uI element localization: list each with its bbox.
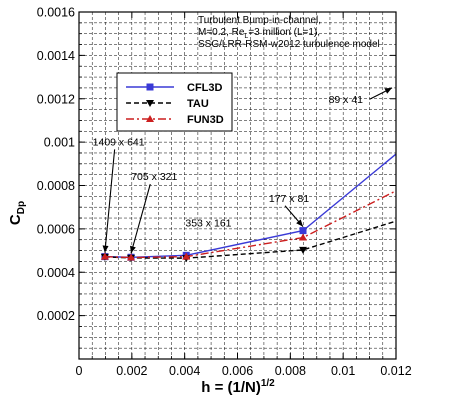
legend-box [116,72,233,132]
legend-entry-tau: TAU [126,98,209,110]
x-axis-label: h = (1/N)1/2 [201,378,275,396]
legend-label-tau: TAU [187,98,209,110]
y-tick-label: 0.0014 [37,49,75,63]
data-point-fun3d [127,253,136,261]
x-tick-label: 0.01 [331,364,355,378]
series-layer [100,153,396,263]
y-tick-label: 0.0002 [37,309,75,323]
x-tick-label: 0.002 [116,364,147,378]
y-tick-label: 0.0008 [37,179,75,193]
x-tick-label: 0.006 [222,364,253,378]
annotation-layer: 1409 x 641 705 x 321 353 x 161 177 x 81 89 x… [93,87,393,254]
y-axis-label-subscript: Dp [16,201,27,214]
annotation-arrow-head [384,87,393,94]
title-line-3: SSG/LRR-RSM-w2012 turbulence model [198,39,380,50]
legend-label-fun3d: FUN3D [187,114,224,126]
legend-marker-cfl3d [146,83,154,91]
title-line-2: M=0.2, ReL=3 million (L=1), [198,27,320,40]
series-fun3d [100,190,396,261]
legend-entries: CFL3D TAU FUN3D [126,82,224,126]
y-tick-label: 0.0016 [37,6,75,20]
annotation-label: 1409 x 641 [93,136,145,148]
x-axis-label-main: h = (1/N) [201,379,261,396]
data-point-fun3d [100,252,109,260]
y-tick-label: 0.0006 [37,222,75,236]
annotation-label: 353 x 161 [185,217,231,229]
y-axis-label: CDp [7,201,27,225]
title-line-2-subscript: L [244,33,248,40]
x-tick-label: 0 [76,364,83,378]
data-point-cfl3d [299,227,307,235]
annotation-arrow-head [296,219,304,227]
y-axis-label-main: C [7,214,24,225]
legend-marker-tau [146,100,154,107]
annotation-label: 89 x 41 [329,94,364,106]
legend-entry-cfl3d: CFL3D [126,82,223,94]
annotation-label: 177 x 81 [269,193,309,205]
x-axis-label-superscript: 1/2 [261,378,275,389]
x-tick-label: 0.012 [380,364,411,378]
title-line-2-part-2: =3 million (L=1), [248,27,320,38]
annotation-arrow-head [102,245,109,253]
title-line-1: Turbulent Bump-in-channel, [198,15,321,26]
chart-title: Turbulent Bump-in-channel, M=0.2, ReL=3 … [198,15,380,50]
legend-entry-fun3d: FUN3D [126,114,224,126]
annotation-arrow-line [104,149,116,253]
annotation-arrow-line [130,183,151,254]
legend-marker-fun3d [146,115,154,122]
y-tick-label: 0.001 [44,136,75,150]
y-tick-label: 0.0004 [37,266,75,280]
annotation-label: 705 x 321 [131,171,177,183]
y-tick-label: 0.0012 [37,92,75,106]
title-line-2-part-1: M=0.2, Re [198,27,245,38]
axis-layer: 0 0.002 0.004 0.006 0.008 0.01 0.012 0.0002 0.00… [37,6,412,379]
x-tick-label: 0.004 [169,364,200,378]
legend-label-cfl3d: CFL3D [187,82,223,94]
data-point-fun3d [299,233,308,241]
data-point-fun3d [182,252,191,260]
legend: CFL3D TAU FUN3D [116,72,233,132]
data-point-tau [299,246,308,254]
x-tick-label: 0.008 [275,364,306,378]
annotation-arrow-head [130,245,136,254]
